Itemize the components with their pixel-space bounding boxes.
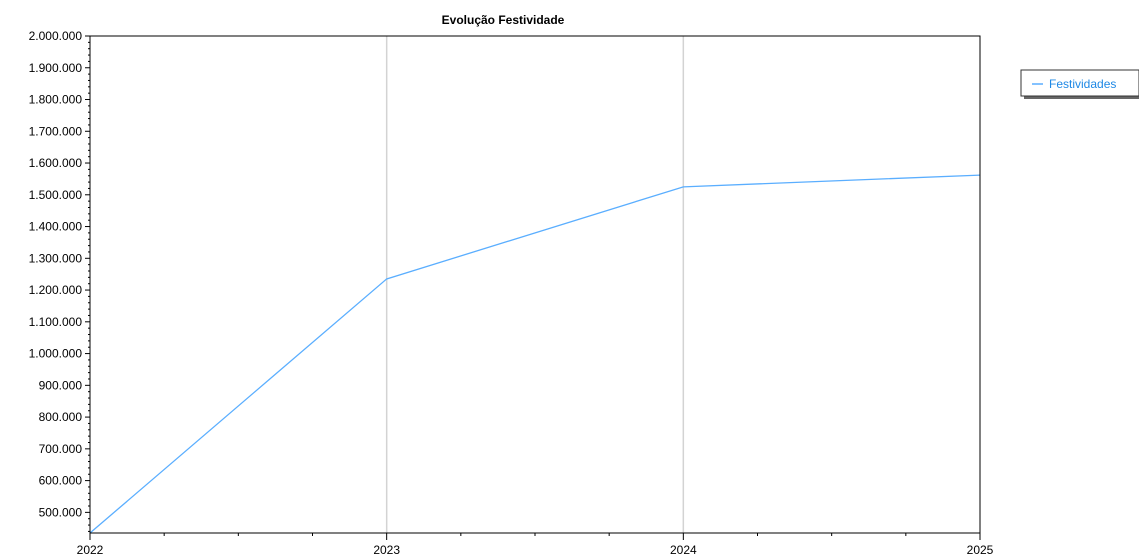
y-tick-label: 1.100.000 [29,315,83,329]
x-tick-label: 2024 [670,543,697,557]
y-tick-label: 700.000 [39,442,83,456]
y-tick-label: 500.000 [39,505,83,519]
y-tick-label: 1.400.000 [29,220,83,234]
y-tick-label: 2.000.000 [29,29,83,43]
legend-box [1020,69,1139,97]
series-layer [89,174,981,534]
y-tick-label: 600.000 [39,474,83,488]
y-tick-label: 1.700.000 [29,124,83,138]
y-axis: 500.000 600.000 700.000 800.000 900.000 1.000… [29,29,90,532]
y-tick-label: 1.200.000 [29,283,83,297]
y-tick-label: 1.500.000 [29,188,83,202]
chart-title: Evolução Festividade [442,13,565,27]
y-tick-label: 1.600.000 [29,156,83,170]
y-tick-label: 800.000 [39,410,83,424]
legend: Festividades [1020,69,1139,99]
y-tick-label: 1.800.000 [29,93,83,107]
x-axis: 2022 2023 2024 2025 [77,533,994,557]
y-tick-label: 1.000.000 [29,347,83,361]
x-tick-label: 2023 [373,543,400,557]
x-tick-label: 2025 [967,543,994,557]
plot-frame [89,35,981,534]
grid-lines [385,36,685,533]
legend-label-festividades: Festividades [1049,77,1116,91]
series-line-festividades [89,174,981,534]
y-tick-label: 900.000 [39,378,83,392]
y-tick-label: 1.900.000 [29,61,83,75]
x-tick-label: 2022 [77,543,104,557]
y-tick-label: 1.300.000 [29,251,83,265]
